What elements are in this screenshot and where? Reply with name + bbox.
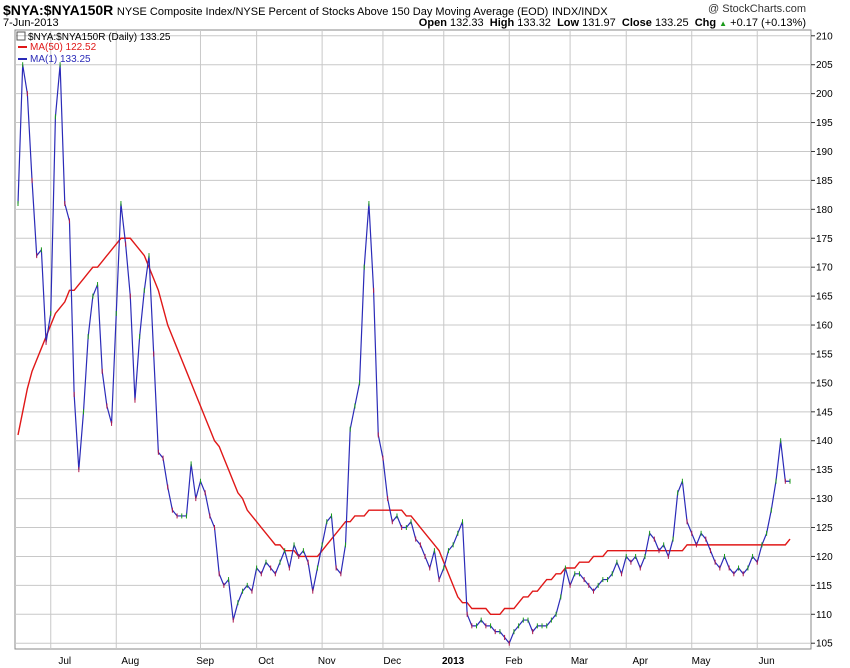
stockcharts-credit: @ StockCharts.com bbox=[708, 3, 806, 15]
y-tick-label: 145 bbox=[816, 407, 833, 418]
grid-lines bbox=[15, 30, 811, 649]
ohlc-readout: Open 132.33 High 133.32 Low 131.97 Close… bbox=[419, 17, 806, 29]
ma50-line bbox=[17, 237, 791, 615]
chart-header: $NYA:$NYA150R NYSE Composite Index/NYSE … bbox=[0, 0, 850, 30]
y-tick-label: 135 bbox=[816, 465, 833, 476]
plot-area bbox=[14, 29, 812, 650]
y-tick-label: 175 bbox=[816, 234, 833, 245]
y-tick-label: 150 bbox=[816, 378, 833, 389]
x-tick-label: Oct bbox=[258, 656, 274, 667]
x-tick-label: May bbox=[692, 656, 711, 667]
high-label: High bbox=[489, 17, 515, 29]
y-tick-label: 160 bbox=[816, 321, 833, 332]
x-tick-label: Jul bbox=[58, 656, 71, 667]
y-tick-label: 125 bbox=[816, 523, 833, 534]
x-tick-label: Nov bbox=[318, 656, 336, 667]
low-value: 131.97 bbox=[582, 17, 616, 29]
y-axis: 105 110 115 120 125 130 135 140 145 150 155 160 165 1… bbox=[811, 31, 833, 650]
y-tick-label: 120 bbox=[816, 552, 833, 563]
x-tick-label: Aug bbox=[121, 656, 139, 667]
y-tick-label: 170 bbox=[816, 263, 833, 274]
x-tick-label: Dec bbox=[383, 656, 401, 667]
symbol-label: $NYA:$NYA150R bbox=[3, 2, 114, 18]
x-tick-label: 2013 bbox=[442, 656, 465, 667]
legend-ma50: MA(50) 122.52 bbox=[30, 42, 97, 53]
x-tick-label: Sep bbox=[196, 656, 214, 667]
y-tick-label: 130 bbox=[816, 494, 833, 505]
legend-box-icon bbox=[16, 31, 26, 41]
y-tick-label: 185 bbox=[816, 176, 833, 187]
high-value: 133.32 bbox=[517, 17, 551, 29]
chart-legend: $NYA:$NYA150R (Daily) 133.25 MA(50) 122.… bbox=[16, 31, 171, 65]
y-tick-label: 195 bbox=[816, 118, 833, 129]
price-line bbox=[17, 64, 790, 645]
y-tick-label: 115 bbox=[816, 581, 832, 592]
legend-main: $NYA:$NYA150R (Daily) 133.25 bbox=[28, 32, 171, 43]
legend-ma1: MA(1) 133.25 bbox=[30, 54, 91, 65]
low-label: Low bbox=[557, 17, 580, 29]
open-label: Open bbox=[418, 17, 447, 29]
close-label: Close bbox=[621, 17, 652, 29]
chg-arrow-icon: ▲ bbox=[719, 19, 728, 28]
close-value: 133.25 bbox=[654, 17, 689, 29]
y-tick-label: 180 bbox=[816, 205, 833, 216]
x-axis: Jul Aug Sep Oct Nov Dec 2013 Feb Mar Apr May Jun bbox=[58, 656, 774, 667]
open-value: 132.33 bbox=[449, 17, 484, 29]
y-tick-label: 190 bbox=[816, 147, 833, 158]
y-tick-label: 200 bbox=[816, 89, 833, 100]
series-layer bbox=[17, 62, 791, 646]
x-tick-label: Mar bbox=[571, 656, 589, 667]
exchange-label: INDX/INDX bbox=[551, 6, 608, 18]
chg-value: +0.17 (+0.13%) bbox=[730, 17, 806, 29]
chg-label: Chg bbox=[694, 17, 717, 29]
y-tick-label: 140 bbox=[816, 436, 833, 447]
date-label: 7-Jun-2013 bbox=[3, 17, 59, 29]
y-tick-label: 165 bbox=[816, 292, 833, 303]
x-tick-label: Apr bbox=[632, 656, 648, 667]
chart-title: $NYA:$NYA150R NYSE Composite Index/NYSE … bbox=[3, 2, 608, 18]
y-tick-label: 110 bbox=[816, 610, 832, 621]
y-tick-label: 155 bbox=[816, 349, 833, 360]
y-tick-label: 205 bbox=[816, 60, 833, 71]
y-tick-label: 105 bbox=[816, 639, 833, 650]
x-tick-label: Feb bbox=[505, 656, 523, 667]
x-tick-label: Jun bbox=[759, 656, 775, 667]
y-tick-label: 210 bbox=[816, 31, 833, 42]
symbol-description: NYSE Composite Index/NYSE Percent of Sto… bbox=[116, 6, 549, 18]
